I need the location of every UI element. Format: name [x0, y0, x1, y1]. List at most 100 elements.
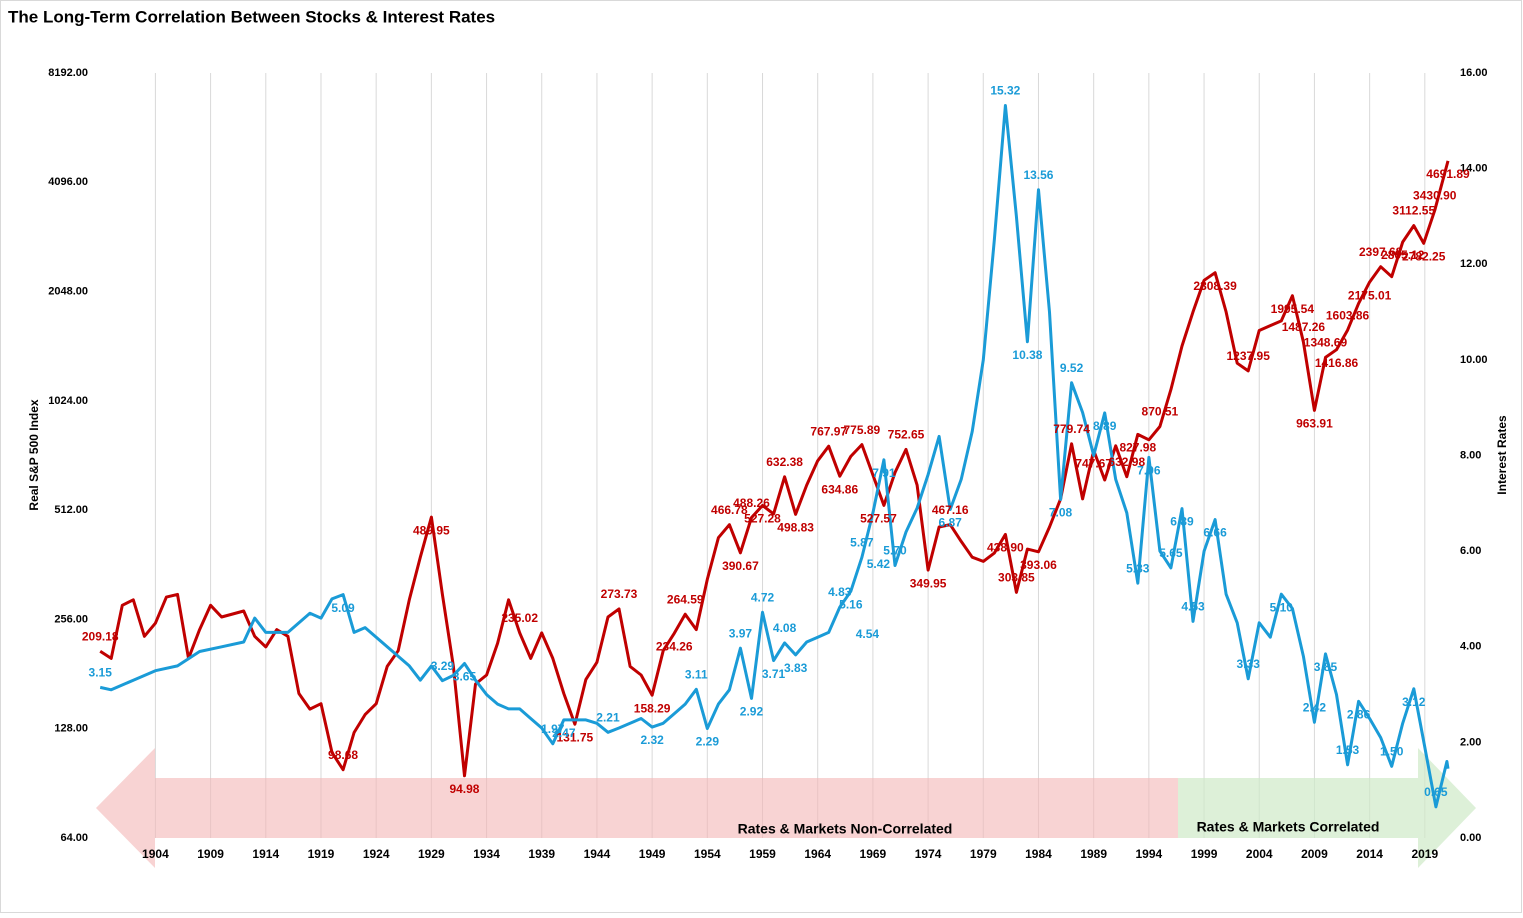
x-tick-label: 2019 [1411, 847, 1438, 861]
y2-tick-label: 0.00 [1460, 832, 1481, 844]
data-label: 5.09 [331, 601, 355, 615]
data-label: 5.33 [1126, 561, 1150, 575]
x-tick-label: 1914 [252, 847, 279, 861]
data-label: 767.97 [810, 424, 847, 438]
data-label: 3.12 [1402, 695, 1426, 709]
data-label: 10.38 [1012, 348, 1042, 362]
data-label: 303.85 [998, 571, 1035, 585]
data-label: 747.67 [1075, 457, 1112, 471]
y2-tick-label: 10.00 [1460, 354, 1488, 366]
data-label: 7.91 [872, 466, 896, 480]
y2-tick-label: 8.00 [1460, 449, 1481, 461]
data-label: 3112.55 [1392, 204, 1435, 218]
series-line [99, 160, 1450, 778]
data-label: 1.53 [1336, 743, 1360, 757]
data-label: 498.83 [777, 520, 814, 534]
data-label: 527.28 [744, 512, 781, 526]
x-tick-label: 1944 [584, 847, 611, 861]
x-tick-label: 1974 [915, 847, 942, 861]
data-label: 234.26 [656, 640, 693, 654]
data-label: 5.87 [850, 536, 874, 550]
data-label: 2.47 [552, 726, 576, 740]
correlated-arrow [1178, 748, 1476, 868]
data-label: 209.18 [82, 629, 119, 643]
x-tick-label: 1979 [970, 847, 997, 861]
data-label: 2.21 [596, 711, 620, 725]
x-tick-label: 1949 [639, 847, 666, 861]
data-label: 1487.26 [1282, 320, 1326, 334]
data-label: 7.08 [1049, 506, 1073, 520]
data-label: 4691.89 [1426, 167, 1470, 181]
data-label: 6.87 [938, 516, 962, 530]
data-label: 393.06 [1020, 558, 1057, 572]
y2-tick-label: 16.00 [1460, 67, 1488, 79]
data-label: 3.65 [453, 670, 477, 684]
data-label: 8.89 [1093, 419, 1117, 433]
data-label: 4.53 [1181, 600, 1205, 614]
x-tick-label: 1924 [363, 847, 390, 861]
data-label: 2175.01 [1348, 288, 1392, 302]
data-label: 2.86 [1347, 707, 1371, 721]
data-label: 438.90 [987, 541, 1024, 555]
x-tick-label: 1939 [528, 847, 555, 861]
non-correlated-arrow [96, 748, 1178, 868]
data-label: 9.52 [1060, 361, 1084, 375]
data-label: 3.85 [1314, 660, 1338, 674]
data-label: 3.29 [431, 659, 455, 673]
x-tick-label: 1919 [308, 847, 335, 861]
data-label: 2.92 [740, 705, 764, 719]
data-label: 466.78 [711, 503, 748, 517]
y2-axis-title: Interest Rates [1495, 415, 1509, 495]
data-label: 632.38 [766, 455, 803, 469]
data-label: 3.83 [784, 661, 808, 675]
x-tick-label: 2009 [1301, 847, 1328, 861]
data-label: 775.89 [844, 423, 881, 437]
x-tick-label: 1969 [860, 847, 887, 861]
y2-tick-label: 6.00 [1460, 545, 1481, 557]
x-tick-label: 2014 [1356, 847, 1383, 861]
data-label: 527.57 [860, 512, 897, 526]
data-label: 489.95 [413, 523, 450, 537]
data-label: 6.89 [1170, 515, 1194, 529]
data-label: 5.42 [867, 557, 891, 571]
data-label: 131.75 [557, 730, 594, 744]
data-label: 3.11 [685, 667, 708, 681]
y-tick-label: 512.00 [54, 504, 88, 516]
data-label: 3430.90 [1413, 188, 1457, 202]
data-label: 2805.12 [1381, 248, 1425, 262]
data-label: 4.08 [773, 621, 797, 635]
y2-tick-label: 4.00 [1460, 641, 1481, 653]
chart-title: The Long-Term Correlation Between Stocks… [8, 7, 495, 26]
data-label: 7.96 [1137, 464, 1161, 478]
data-label: 752.65 [888, 428, 925, 442]
data-label: 4.83 [828, 585, 852, 599]
data-label: 779.74 [1053, 422, 1090, 436]
data-label: 870.51 [1142, 405, 1179, 419]
data-label: 2.32 [640, 733, 664, 747]
data-label: 3.71 [762, 667, 786, 681]
y2-tick-label: 14.00 [1460, 163, 1488, 175]
data-label: 349.95 [910, 576, 947, 590]
data-label: 98.68 [328, 748, 358, 762]
data-label: 2782.25 [1402, 249, 1446, 263]
data-label: 15.32 [990, 84, 1020, 98]
data-label: 632.98 [1108, 455, 1145, 469]
data-label: 488.26 [733, 496, 770, 510]
y-tick-label: 256.00 [54, 613, 88, 625]
y-tick-label: 1024.00 [48, 395, 88, 407]
data-label: 1603.86 [1326, 308, 1370, 322]
region-label: Rates & Markets Correlated [1197, 819, 1380, 835]
data-label: 2397.68 [1359, 245, 1403, 259]
data-label: 3.33 [1237, 657, 1261, 671]
data-label: 6.66 [1203, 526, 1227, 540]
data-label: 235.02 [501, 611, 538, 625]
x-tick-label: 1999 [1191, 847, 1218, 861]
data-label: 1.50 [1380, 744, 1404, 758]
x-tick-label: 1989 [1080, 847, 1107, 861]
data-label: 4.72 [751, 590, 775, 604]
x-tick-label: 1984 [1025, 847, 1052, 861]
x-tick-label: 1994 [1136, 847, 1163, 861]
